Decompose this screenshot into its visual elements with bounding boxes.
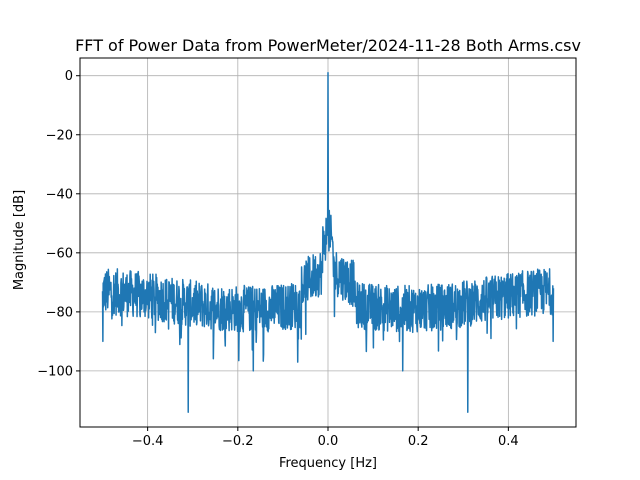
x-tick-label: −0.4	[132, 434, 164, 449]
y-axis-ticks: 0 −20 −40 −60 −80 −100	[37, 69, 80, 379]
x-axis-ticks: −0.4 −0.2 0.0 0.2 0.4	[132, 427, 519, 449]
y-axis-label: Magnitude [dB]	[12, 190, 27, 290]
fft-magnitude-line	[101, 72, 555, 413]
y-tick-label: −20	[46, 128, 73, 143]
y-tick-label: −100	[37, 364, 73, 379]
y-tick-label: 0	[65, 69, 73, 84]
x-tick-label: 0.4	[498, 434, 519, 449]
chart-title: FFT of Power Data from PowerMeter/2024-1…	[75, 36, 581, 55]
x-tick-label: 0.2	[408, 434, 429, 449]
plot-area	[101, 72, 555, 413]
y-tick-label: −60	[46, 246, 73, 261]
x-tick-label: 0.0	[318, 434, 339, 449]
y-tick-label: −40	[46, 187, 73, 202]
x-tick-label: −0.2	[222, 434, 254, 449]
x-axis-label: Frequency [Hz]	[279, 456, 377, 471]
y-tick-label: −80	[46, 305, 73, 320]
